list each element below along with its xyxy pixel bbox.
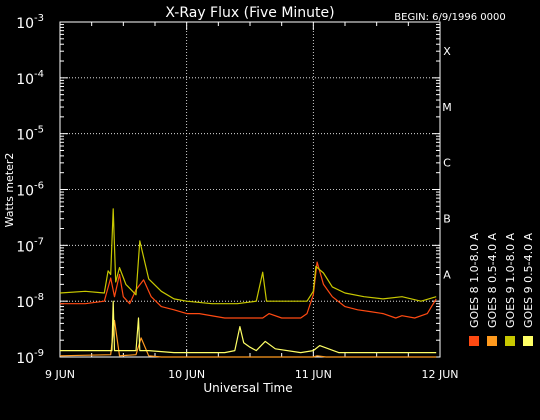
y-tick-label: 10-8 — [16, 292, 44, 311]
flare-class-label: X — [443, 45, 451, 58]
series-line — [59, 319, 437, 358]
y-tick-label: 10-4 — [16, 69, 44, 88]
legend-swatch — [487, 336, 497, 346]
legend-swatch — [523, 336, 533, 346]
y-tick-label: 10-6 — [16, 181, 44, 200]
legend-swatch — [469, 336, 479, 346]
legend-label: GOES 9 0.5-4.0 A — [522, 232, 535, 328]
legend: GOES 8 1.0-8.0 A GOES 8 0.5-4.0 A GOES 9 1… — [468, 232, 535, 346]
x-tick-label: 9 JUN — [45, 368, 75, 381]
flare-class-label: B — [443, 212, 451, 225]
plot-area: 10-9 10-8 10-7 10-6 10-5 10-4 10-3 9 JUN 10 JUN 1… — [16, 13, 458, 381]
flare-class-label: M — [442, 101, 452, 114]
series-line — [60, 261, 437, 319]
x-tick-label: 10 JUN — [168, 368, 205, 381]
x-tick-label: 12 JUN — [421, 368, 458, 381]
flare-class-label: A — [443, 268, 451, 281]
series-line — [59, 208, 437, 305]
legend-swatch — [505, 336, 515, 346]
chart-title: X-Ray Flux (Five Minute) — [165, 5, 334, 21]
y-tick-label: 10-5 — [16, 125, 44, 144]
y-tick-label: 10-3 — [16, 13, 44, 32]
begin-label: BEGIN: 6/9/1996 0000 — [394, 12, 505, 23]
y-axis-label: Watts meter2 — [3, 153, 16, 228]
y-tick-label: 10-9 — [16, 348, 44, 367]
y-tick-label: 10-7 — [16, 236, 44, 255]
legend-label: GOES 8 1.0-8.0 A — [468, 232, 481, 328]
legend-label: GOES 8 0.5-4.0 A — [486, 232, 499, 328]
x-tick-label: 11 JUN — [295, 368, 332, 381]
legend-label: GOES 9 1.0-8.0 A — [504, 232, 517, 328]
x-axis-label: Universal Time — [203, 381, 292, 395]
flare-class-label: C — [443, 157, 451, 170]
series-line — [60, 300, 437, 354]
